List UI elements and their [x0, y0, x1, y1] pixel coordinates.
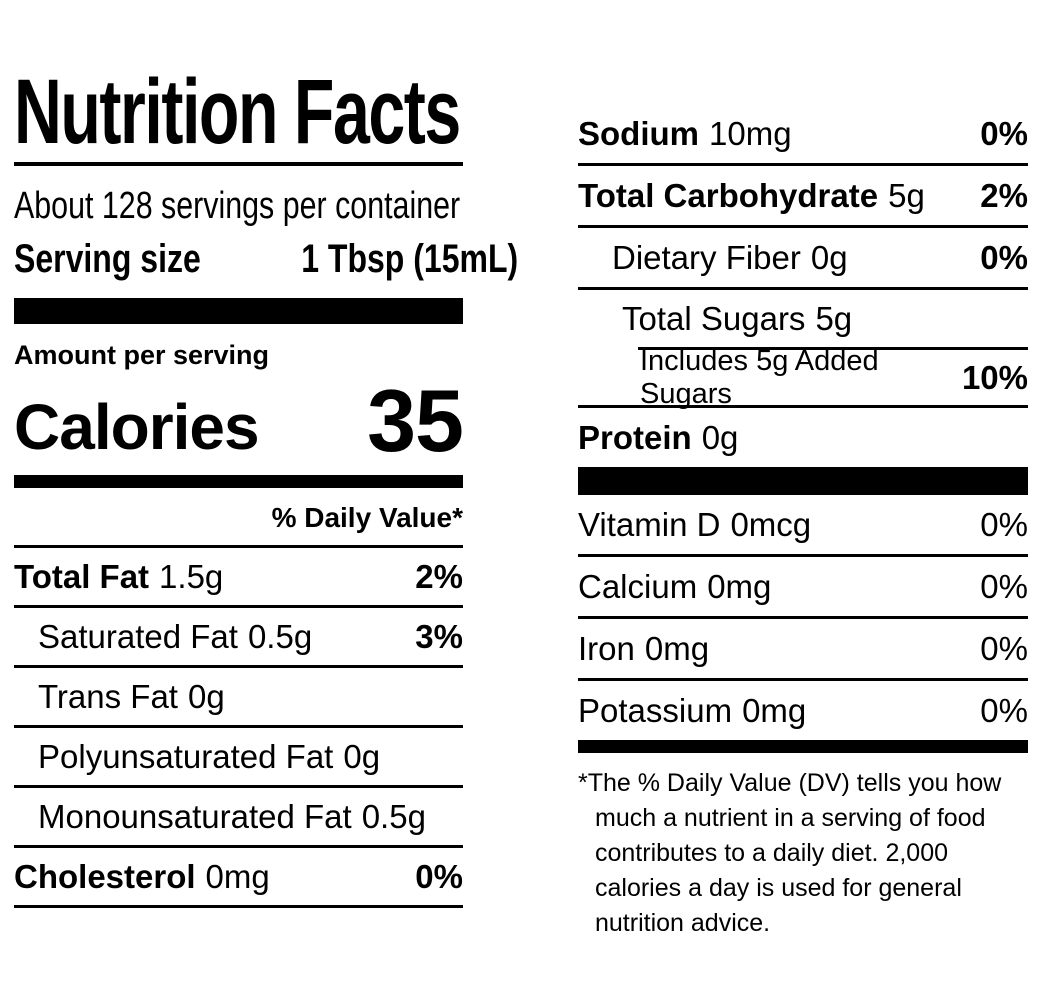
nutrient-row-protein: Protein 0g [578, 408, 1028, 467]
nutrient-name: Dietary Fiber [612, 238, 801, 276]
nutrient-row-calcium: Calcium 0mg 0% [578, 557, 1028, 619]
nutrient-dv: 3% [415, 617, 463, 655]
daily-value-footnote: *The % Daily Value (DV) tells you how mu… [578, 766, 1028, 941]
nutrient-name: Vitamin D [578, 505, 721, 543]
nutrient-row-trans-fat: Trans Fat 0g [14, 668, 463, 728]
serving-size-label: Serving size [14, 236, 201, 281]
calories-label: Calories [14, 391, 260, 463]
nutrient-name: Total Carbohydrate [578, 176, 879, 214]
nutrient-row-saturated-fat: Saturated Fat 0.5g 3% [14, 608, 463, 668]
nutrient-value: 0g [343, 737, 381, 775]
nutrient-value: 0.5g [361, 797, 426, 835]
calories-row: Calories 35 [14, 370, 464, 470]
footnote-line: calories a day is used for general [595, 874, 962, 902]
nutrient-value: 0mg [742, 691, 807, 729]
nutrient-row-total-sugars: Total Sugars 5g [578, 290, 1028, 347]
footnote-line: contributes to a daily diet. 2,000 [595, 839, 949, 867]
nutrient-row-total-carbohydrate: Total Carbohydrate 5g 2% [578, 166, 1028, 228]
calories-divider-bar [14, 475, 463, 488]
thick-bar-top [14, 298, 463, 324]
nutrient-name: Total Sugars [622, 299, 806, 337]
nutrient-dv: 2% [415, 557, 463, 595]
nutrient-name: Polyunsaturated Fat [38, 737, 334, 775]
daily-value-divider [14, 545, 463, 548]
servings-per-container: About 128 servings per container [14, 185, 461, 227]
nutrient-dv: 0% [415, 857, 463, 895]
nutrient-value: 0g [701, 418, 739, 456]
protein-thick-bar [578, 467, 1028, 495]
nutrient-value: 0mg [205, 857, 270, 895]
label-title-text: Nutrition Facts [14, 61, 461, 163]
nutrient-dv: 0% [980, 505, 1028, 543]
nutrient-row-iron: Iron 0mg 0% [578, 619, 1028, 681]
nutrient-name: Potassium [578, 691, 733, 729]
nutrient-name: Cholesterol [14, 857, 196, 895]
nutrient-value: 0g [187, 677, 225, 715]
nutrient-row-dietary-fiber: Dietary Fiber 0g 0% [578, 228, 1028, 290]
nutrient-name: Calcium [578, 567, 698, 605]
nutrient-row-total-fat: Total Fat 1.5g 2% [14, 548, 463, 608]
nutrient-row-polyunsaturated-fat: Polyunsaturated Fat 0g [14, 728, 463, 788]
nutrient-value: 5g [815, 299, 853, 337]
nutrient-row-added-sugars: Includes 5g Added Sugars 10% [578, 345, 1028, 410]
nutrient-value: 10mg [709, 114, 792, 152]
nutrient-row-monounsaturated-fat: Monounsaturated Fat 0.5g [14, 788, 463, 848]
nutrient-name: Monounsaturated Fat [38, 797, 352, 835]
nutrient-row-cholesterol: Cholesterol 0mg 0% [14, 848, 463, 908]
label-left-column: Nutrition Facts About 128 servings per c… [14, 61, 519, 908]
nutrient-name: Saturated Fat [38, 617, 238, 655]
label-right-column: Sodium 10mg 0% Total Carbohydrate 5g 2% Di… [578, 104, 1028, 941]
nutrient-value: 0mg [644, 629, 710, 667]
nutrient-dv: 0% [980, 114, 1028, 152]
nutrient-name: Total Fat [14, 557, 150, 595]
nutrient-value: 0mcg [730, 505, 812, 543]
nutrient-name: Iron [578, 629, 635, 667]
nutrient-name: Trans Fat [38, 677, 178, 715]
nutrient-dv: 0% [980, 567, 1028, 605]
nutrient-dv: 2% [980, 176, 1028, 214]
added-sugars-divider [638, 347, 1028, 350]
footnote-line: much a nutrient in a serving of food [595, 804, 986, 832]
nutrient-value: 0mg [707, 567, 772, 605]
footnote-line: nutrition advice. [595, 909, 771, 937]
nutrient-row-potassium: Potassium 0mg 0% [578, 681, 1028, 740]
nutrient-value: 0g [810, 238, 848, 276]
label-title: Nutrition Facts [14, 61, 463, 163]
nutrient-value: 0.5g [247, 617, 313, 655]
nutrient-dv: 10% [961, 358, 1028, 396]
nutrient-value: 1.5g [159, 557, 224, 595]
footnote-line: *The % Daily Value (DV) tells you how [578, 769, 1002, 797]
nutrient-dv: 0% [980, 691, 1028, 729]
title-divider [14, 162, 463, 166]
amount-per-serving: Amount per serving [14, 340, 270, 370]
daily-value-header: % Daily Value* [271, 502, 463, 533]
nutrient-dv: 0% [980, 238, 1028, 276]
nutrient-row-sodium: Sodium 10mg 0% [578, 104, 1028, 166]
calories-value: 35 [367, 371, 464, 470]
nutrient-row-vitamin-d: Vitamin D 0mcg 0% [578, 495, 1028, 557]
nutrient-dv: 0% [980, 629, 1028, 667]
nutrient-name: Sodium [578, 114, 699, 152]
nutrient-name: Protein [578, 418, 692, 456]
serving-size-value: 1 Tbsp (15mL) [301, 236, 519, 281]
serving-size-row: Serving size 1 Tbsp (15mL) [14, 235, 519, 283]
nutrient-name: Includes 5g Added Sugars [640, 344, 879, 410]
bottom-thick-bar [578, 740, 1028, 753]
nutrient-value: 5g [888, 176, 925, 214]
